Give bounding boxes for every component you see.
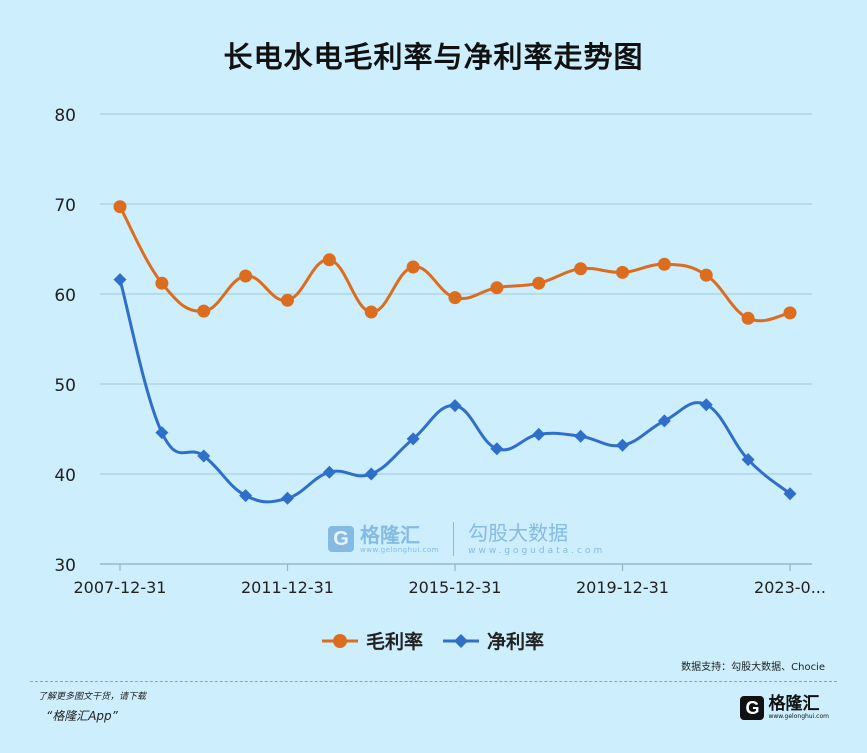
footer-brand-name: 格隆汇 xyxy=(768,694,820,714)
legend-marker xyxy=(454,634,468,648)
watermark-brand: 格隆汇 www.gelonghui.com xyxy=(360,525,439,554)
data-point xyxy=(406,260,420,274)
data-point xyxy=(239,489,253,503)
footer-brand: G 格隆汇 www.gelonghui.com xyxy=(740,696,829,720)
data-point xyxy=(657,414,671,428)
promo-app-name: “格隆汇App” xyxy=(46,709,118,723)
x-tick-label: 2007-12-31 xyxy=(74,578,167,597)
y-tick-label: 30 xyxy=(54,556,76,576)
data-point xyxy=(197,449,211,463)
data-point xyxy=(448,291,462,305)
legend-label: 毛利率 xyxy=(366,630,423,653)
data-point xyxy=(574,429,588,443)
watermark-separator xyxy=(453,522,455,556)
watermark-gogu: 勾股大数据 www.gogudata.com xyxy=(468,523,605,556)
data-point xyxy=(113,273,127,287)
data-point xyxy=(406,432,420,446)
series-line-1 xyxy=(118,205,791,323)
data-point xyxy=(616,438,629,452)
data-point xyxy=(364,305,378,319)
x-tick-label: 2023-0... xyxy=(754,578,826,597)
data-point xyxy=(281,293,294,307)
data-point xyxy=(490,281,504,295)
data-point xyxy=(322,253,336,267)
watermark-gogu-url: www.gogudata.com xyxy=(468,545,606,556)
data-point xyxy=(699,268,713,282)
data-point xyxy=(364,467,378,481)
series-line-2 xyxy=(118,279,791,504)
promo-line-1: 了解更多图文干货，请下载 xyxy=(38,692,147,702)
data-point xyxy=(741,453,755,467)
data-point xyxy=(783,306,797,320)
watermark-brand-url: www.gelonghui.com xyxy=(360,545,440,554)
watermark-gogu-name: 勾股大数据 xyxy=(468,520,569,545)
data-point xyxy=(155,276,169,290)
data-point xyxy=(281,491,294,505)
data-point xyxy=(699,398,713,412)
x-tick-label: 2015-12-31 xyxy=(409,578,502,597)
watermark-brand-name: 格隆汇 xyxy=(360,522,420,547)
data-point xyxy=(657,257,671,271)
data-point xyxy=(113,200,127,214)
data-point xyxy=(532,427,546,441)
y-tick-label: 40 xyxy=(54,466,76,486)
footer-brand-url: www.gelonghui.com xyxy=(768,713,829,720)
data-point xyxy=(322,465,336,479)
data-point xyxy=(239,269,253,283)
div: 格隆汇 www.gelonghui.com xyxy=(768,696,829,720)
data-source: 数据支持：勾股大数据、Chocie xyxy=(681,662,825,673)
data-point xyxy=(155,426,169,440)
y-tick-label: 70 xyxy=(54,196,76,216)
footer-divider xyxy=(30,681,837,682)
footer-logo-icon: G xyxy=(740,696,765,720)
data-point xyxy=(783,487,797,501)
x-tick-label: 2019-12-31 xyxy=(576,578,669,597)
data-point xyxy=(741,311,755,325)
x-tick-label: 2011-12-31 xyxy=(241,578,334,597)
y-tick-label: 60 xyxy=(54,286,76,306)
data-point xyxy=(197,304,211,318)
chart-title: 长电水电毛利率与净利率走势图 xyxy=(223,40,644,74)
promo-text: 了解更多图文干货，请下载 “格隆汇App” xyxy=(38,692,147,723)
y-tick-label: 80 xyxy=(54,106,76,126)
data-point xyxy=(574,262,588,276)
watermark: G 格隆汇 www.gelonghui.com 勾股大数据 www.goguda… xyxy=(328,521,605,557)
y-tick-label: 50 xyxy=(54,376,76,396)
legend-label: 净利率 xyxy=(487,630,544,653)
data-point xyxy=(490,442,504,456)
data-point xyxy=(532,276,546,290)
gelonghui-logo-icon: G xyxy=(328,526,354,552)
legend-marker xyxy=(333,634,347,648)
data-point xyxy=(448,399,462,413)
data-point xyxy=(616,265,629,279)
